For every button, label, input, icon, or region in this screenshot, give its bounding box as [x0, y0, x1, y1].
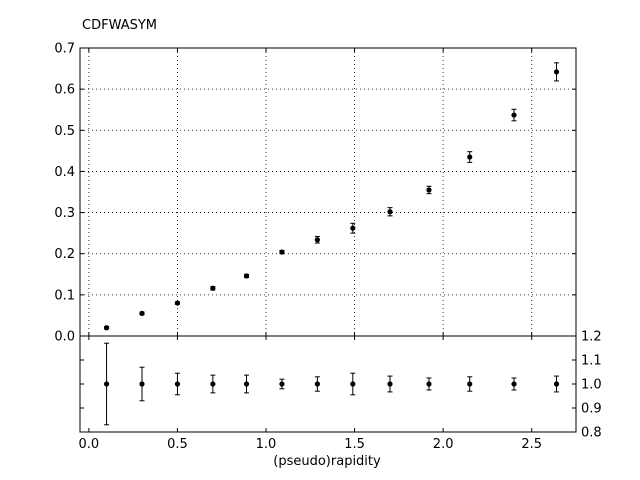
ratio-plot-frame: [79, 335, 577, 433]
main-data-point: [553, 69, 560, 75]
ratio-data-point: [103, 381, 110, 387]
ratio-data-point: [210, 381, 216, 387]
x-tick-label: 1.0: [256, 437, 277, 452]
main-y-tick-label: 0.3: [54, 206, 75, 221]
main-data-point: [350, 225, 356, 231]
main-data-point: [426, 187, 432, 193]
x-axis-label: (pseudo)rapidity: [273, 454, 381, 469]
ratio-data-point: [243, 381, 250, 387]
main-data-point: [279, 249, 285, 255]
main-y-tick-label: 0.0: [54, 330, 75, 345]
main-grid: [80, 48, 576, 336]
main-y-tick-label: 0.6: [54, 83, 75, 98]
main-data-point: [511, 112, 517, 118]
ratio-data-point: [467, 381, 473, 387]
ratio-data-points: [103, 381, 560, 387]
ratio-y-tick-label: 1.2: [581, 330, 602, 345]
main-data-point: [139, 310, 145, 316]
x-tick-label: 1.5: [344, 437, 365, 452]
ratio-data-point: [511, 381, 517, 387]
ratio-data-point: [387, 381, 393, 387]
main-y-tick-label: 0.5: [54, 124, 75, 139]
ratio-y-tick-label: 0.8: [581, 426, 602, 441]
main-data-point: [174, 300, 181, 306]
main-data-point: [210, 285, 216, 291]
ratio-y-tick-labels: 0.8 0.9 1.0 1.1 1.2: [581, 330, 602, 441]
ratio-data-point: [314, 381, 320, 387]
main-y-tick-label: 0.1: [54, 288, 75, 303]
main-panel: 0.0 0.1 0.2 0.3 0.4 0.5 0.6 0.7 CDFWASYM: [54, 18, 577, 345]
x-tick-label: 2.0: [433, 437, 454, 452]
main-y-tick-labels: 0.0 0.1 0.2 0.3 0.4 0.5 0.6 0.7: [54, 42, 75, 345]
main-data-point: [314, 237, 320, 243]
main-data-point: [387, 209, 393, 215]
main-y-tick-label: 0.2: [54, 247, 75, 262]
chart-title: CDFWASYM: [82, 18, 157, 33]
ratio-plot-area: [80, 336, 576, 432]
ratio-data-point: [553, 381, 560, 387]
main-y-tick-label: 0.7: [54, 42, 75, 57]
ratio-y-tick-label: 1.1: [581, 354, 602, 369]
ratio-panel: 0.8 0.9 1.0 1.1 1.2 0.0 0.5 1.0 1.5 2.0 2.5 (pseu…: [79, 330, 602, 470]
main-y-tick-label: 0.4: [54, 165, 75, 180]
main-data-point: [103, 325, 110, 331]
ratio-y-tick-label: 1.0: [581, 378, 602, 393]
ratio-data-point: [279, 381, 285, 387]
main-data-point: [243, 273, 250, 279]
main-plot-area: [80, 48, 576, 336]
x-tick-labels: 0.0 0.5 1.0 1.5 2.0 2.5: [79, 437, 543, 452]
main-data-points: [103, 69, 560, 331]
ratio-data-point: [174, 381, 181, 387]
ratio-data-point: [139, 381, 145, 387]
ratio-data-point: [426, 381, 432, 387]
x-tick-label: 2.5: [521, 437, 542, 452]
x-tick-label: 0.5: [167, 437, 188, 452]
ratio-data-point: [350, 381, 356, 387]
ratio-y-tick-label: 0.9: [581, 402, 602, 417]
x-tick-label: 0.0: [79, 437, 100, 452]
main-data-point: [467, 154, 473, 160]
